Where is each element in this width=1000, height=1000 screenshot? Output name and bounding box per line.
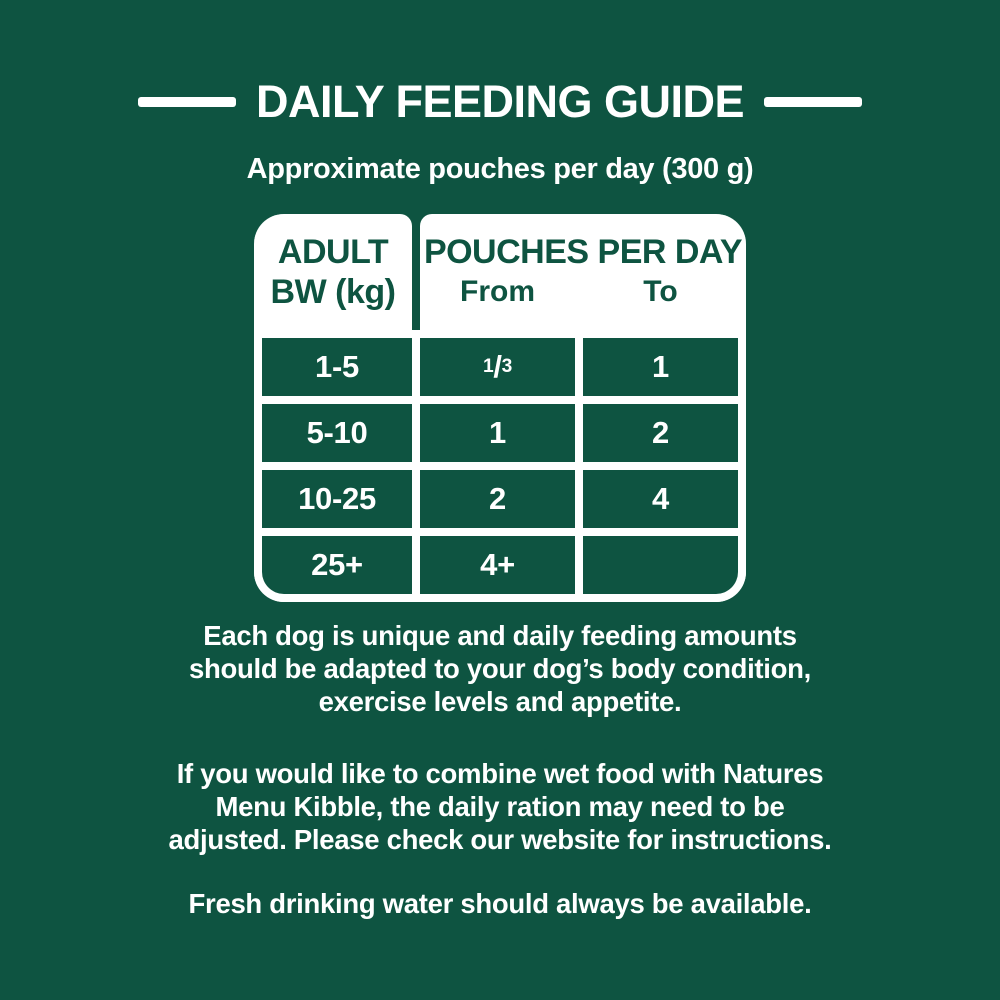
title-dash-left-icon bbox=[137, 97, 236, 107]
feeding-table: ADULT BW (kg) POUCHES PER DAY From To 1-… bbox=[254, 214, 746, 602]
title-dash-right-icon bbox=[764, 97, 863, 107]
header-from-to-row: From To bbox=[420, 272, 746, 312]
note-unique-dog: Each dog is unique and daily feeding amo… bbox=[0, 619, 1000, 718]
header-adult-bw-line1: ADULT bbox=[277, 233, 389, 271]
cell-from: 4+ bbox=[420, 536, 575, 594]
column-label-from: From bbox=[460, 275, 535, 308]
note-combine-kibble: If you would like to combine wet food wi… bbox=[0, 757, 1000, 856]
header-divider bbox=[412, 214, 420, 330]
title-row: DAILY FEEDING GUIDE bbox=[0, 0, 1000, 128]
page-title: DAILY FEEDING GUIDE bbox=[255, 76, 745, 127]
cell-bw: 25+ bbox=[262, 536, 412, 594]
note-line: Each dog is unique and daily feeding amo… bbox=[203, 620, 797, 651]
cell-bw: 10-25 bbox=[262, 470, 412, 528]
note-line: adjusted. Please check our website for i… bbox=[168, 824, 832, 855]
table-header: ADULT BW (kg) POUCHES PER DAY From To bbox=[254, 214, 746, 330]
cell-from: 2 bbox=[420, 470, 575, 528]
cell-to: 4 bbox=[583, 470, 738, 528]
cell-to: 1 bbox=[583, 338, 738, 396]
note-fresh-water: Fresh drinking water should always be av… bbox=[0, 887, 1000, 920]
cell-from: 1 bbox=[420, 404, 575, 462]
cell-bw: 1-5 bbox=[262, 338, 412, 396]
header-adult-bw: ADULT BW (kg) bbox=[254, 214, 412, 330]
cell-from: 1/3 bbox=[420, 338, 575, 396]
note-line: should be adapted to your dog’s body con… bbox=[189, 653, 811, 684]
subtitle: Approximate pouches per day (300 g) bbox=[246, 153, 754, 185]
header-pouches-per-day: POUCHES PER DAY From To bbox=[420, 214, 746, 330]
note-line: Fresh drinking water should always be av… bbox=[188, 888, 812, 919]
cell-to bbox=[583, 536, 738, 594]
cell-bw: 5-10 bbox=[262, 404, 412, 462]
note-line: If you would like to combine wet food wi… bbox=[176, 758, 824, 789]
notes-section: Each dog is unique and daily feeding amo… bbox=[0, 619, 1000, 920]
table-body: 1-5 1/3 1 5-10 1 2 10-25 2 4 25+ 4+ bbox=[254, 330, 746, 602]
note-line: Menu Kibble, the daily ration may need t… bbox=[215, 791, 785, 822]
column-label-to: To bbox=[643, 275, 678, 308]
header-pouches-label: POUCHES PER DAY bbox=[423, 233, 743, 271]
note-line: exercise levels and appetite. bbox=[318, 686, 682, 717]
header-adult-bw-line2: BW (kg) bbox=[270, 273, 396, 311]
cell-to: 2 bbox=[583, 404, 738, 462]
